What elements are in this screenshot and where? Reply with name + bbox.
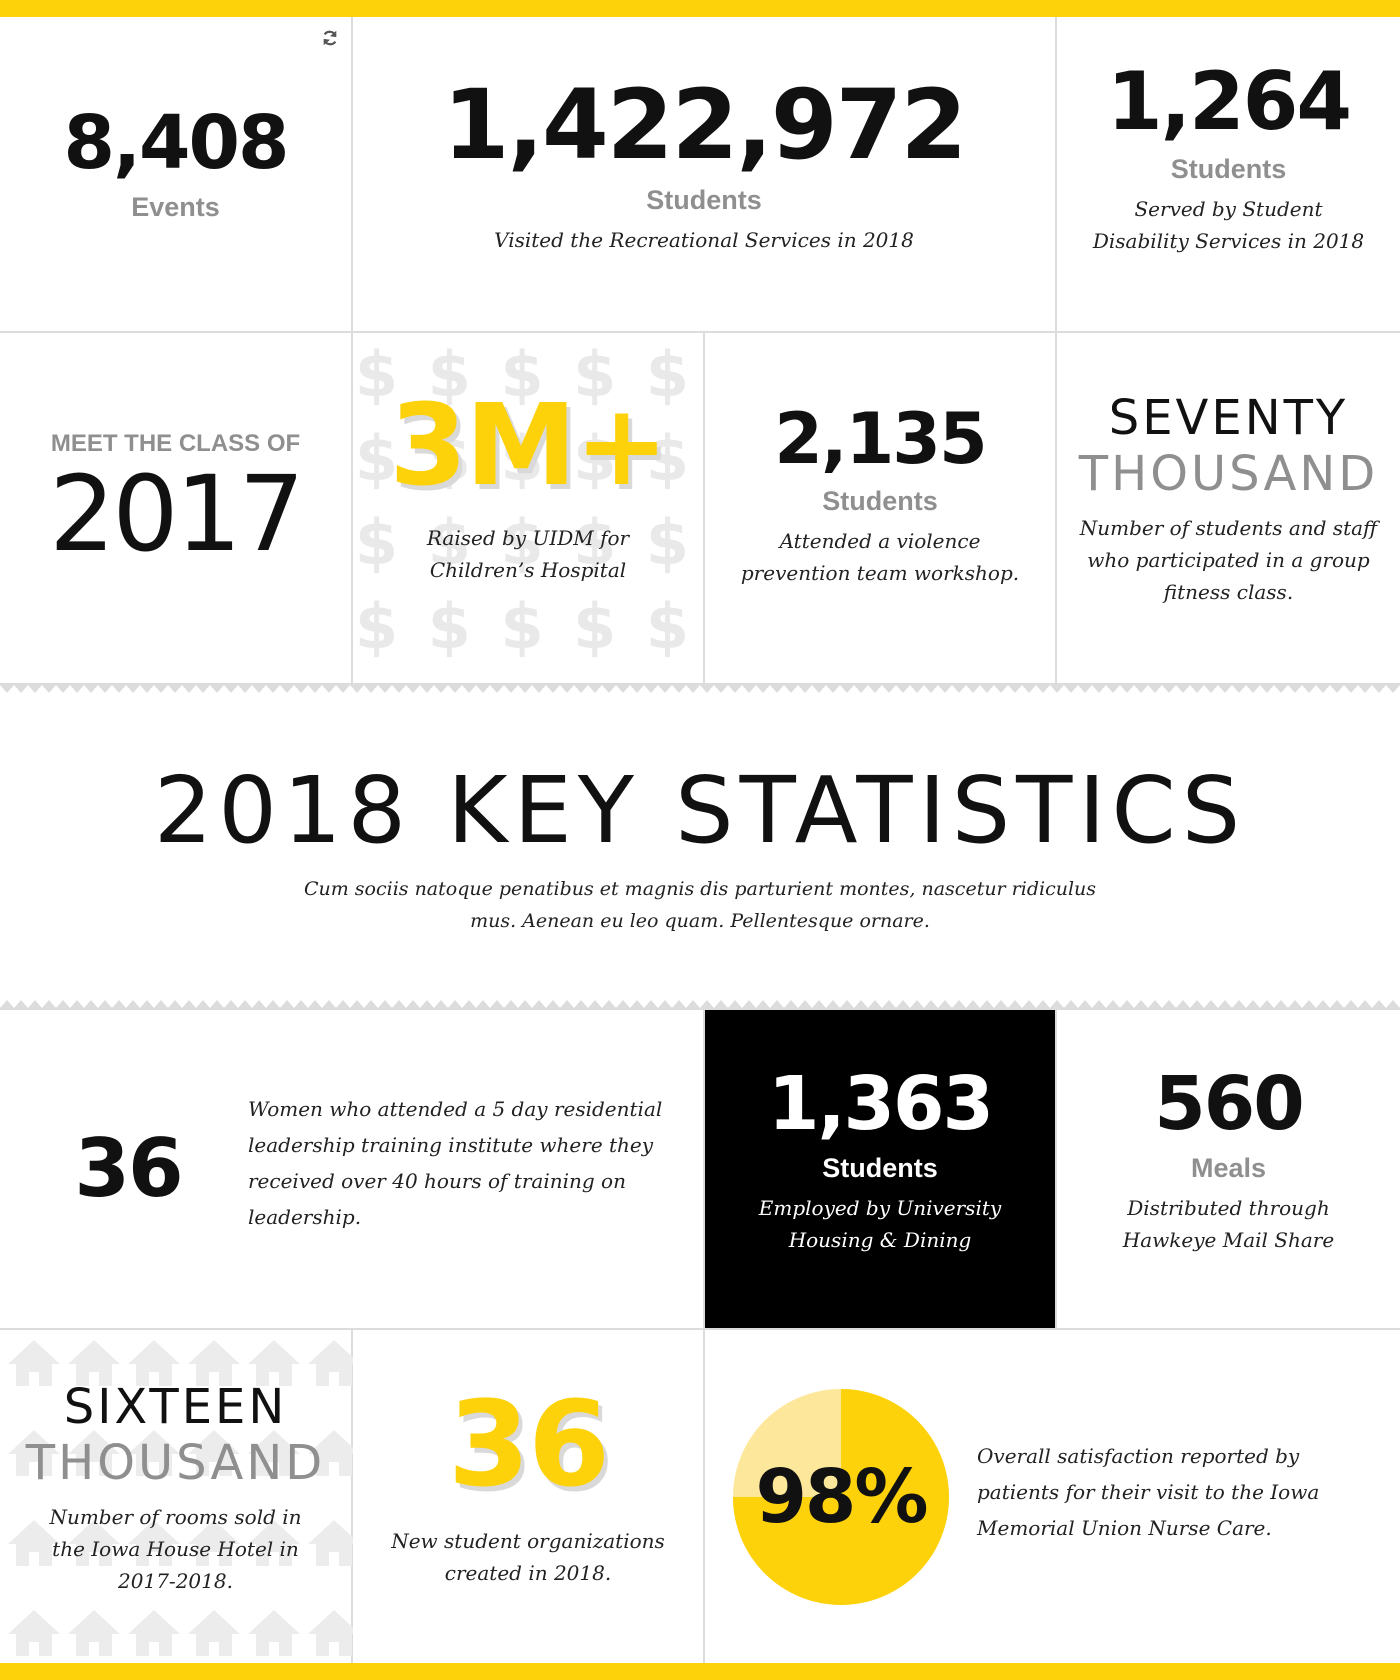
- satisfaction-pie: 98%: [731, 1387, 951, 1607]
- recreation-stat: 1,422,972 Students Visited the Recreatio…: [353, 17, 1057, 331]
- class-of-year: 2017: [49, 453, 305, 575]
- events-value: 8,408: [63, 99, 289, 186]
- zigzag-divider-bottom: [0, 996, 1400, 1008]
- class-of-stat: MEET THE CLASS OF 2017: [0, 333, 353, 683]
- zigzag-divider-top: [0, 685, 1400, 697]
- stats-row-4: SIXTEEN THOUSAND Number of rooms sold in…: [0, 1330, 1400, 1663]
- violence-unit: Students: [822, 485, 938, 516]
- stats-row-2: MEET THE CLASS OF 2017 $ $ $ $ $ $ $ $ $…: [0, 333, 1400, 685]
- refresh-icon[interactable]: [321, 29, 339, 47]
- violence-stat: 2,135 Students Attended a violence preve…: [705, 333, 1057, 683]
- nurse-desc: Overall satisfaction reported by patient…: [977, 1443, 1320, 1540]
- nurse-stat: 98% Overall satisfaction reported by pat…: [705, 1330, 1400, 1663]
- nurse-value: 98%: [755, 1453, 928, 1540]
- key-statistics-section: 2018 KEY STATISTICS Cum sociis natoque p…: [0, 685, 1400, 1008]
- uidm-value: 3M+: [389, 381, 668, 511]
- meals-desc: Distributed through Hawkeye Mail Share: [1122, 1195, 1335, 1252]
- fitness-desc: Number of students and staff who partici…: [1079, 516, 1378, 604]
- orgs-desc: New student organizations created in 201…: [391, 1528, 665, 1585]
- events-stat: 8,408 Events: [0, 17, 353, 331]
- meals-value: 560: [1154, 1060, 1304, 1147]
- disability-unit: Students: [1170, 153, 1287, 184]
- bottom-accent-bar: [0, 1663, 1400, 1680]
- stats-row-3: 36 Women who attended a 5 day residentia…: [0, 1008, 1400, 1330]
- dollar-sign-pattern: $ $ $ $ $ $ $ $ $ $ $ $ $ $ $ $ $ $ $ $ …: [355, 338, 690, 683]
- orgs-stat: 36 New student organizations created in …: [353, 1330, 705, 1663]
- fitness-word-2: THOUSAND: [1078, 446, 1379, 502]
- recreation-unit: Students: [646, 184, 762, 215]
- class-of-label: MEET THE CLASS OF: [50, 430, 301, 457]
- meals-stat: 560 Meals Distributed through Hawkeye Ma…: [1057, 1010, 1400, 1328]
- events-unit: Events: [131, 191, 220, 222]
- disability-stat: 1,264 Students Served by Student Disabil…: [1057, 17, 1400, 331]
- housing-value: 1,363: [767, 1060, 994, 1147]
- fitness-word-1: SEVENTY: [1108, 390, 1349, 446]
- violence-value: 2,135: [774, 397, 987, 480]
- disability-desc: Served by Student Disability Services in…: [1092, 196, 1365, 253]
- top-accent-bar: [0, 0, 1400, 17]
- rooms-word-2: THOUSAND: [25, 1434, 326, 1491]
- uidm-desc: Raised by UIDM for Children’s Hospital: [426, 526, 630, 582]
- women-desc: Women who attended a 5 day residential l…: [248, 1097, 663, 1229]
- housing-desc: Employed by University Housing & Dining: [758, 1195, 1002, 1252]
- recreation-value: 1,422,972: [442, 68, 968, 181]
- key-statistics-title: 2018 KEY STATISTICS: [153, 757, 1247, 864]
- stats-row-1: 8,408 Events 1,422,972 Students Visited …: [0, 17, 1400, 333]
- recreation-desc: Visited the Recreational Services in 201…: [494, 227, 914, 252]
- women-stat: 36 Women who attended a 5 day residentia…: [0, 1010, 705, 1328]
- meals-unit: Meals: [1190, 1152, 1267, 1183]
- women-value: 36: [74, 1122, 183, 1215]
- satisfaction-pie-chart: [733, 1388, 949, 1605]
- house-icon-pattern: [0, 1330, 353, 1663]
- fitness-stat: SEVENTY THOUSAND Number of students and …: [1057, 333, 1400, 683]
- disability-value: 1,264: [1106, 54, 1352, 148]
- key-statistics-subtitle: Cum sociis natoque penatibus et magnis d…: [303, 878, 1097, 932]
- rooms-stat: SIXTEEN THOUSAND Number of rooms sold in…: [0, 1330, 353, 1663]
- housing-stat: 1,363 Students Employed by University Ho…: [705, 1010, 1057, 1328]
- violence-desc: Attended a violence prevention team work…: [740, 528, 1020, 585]
- orgs-value: 36: [447, 1374, 610, 1513]
- uidm-stat: $ $ $ $ $ $ $ $ $ $ $ $ $ $ $ $ $ $ $ $ …: [353, 333, 705, 683]
- rooms-desc: Number of rooms sold in the Iowa House H…: [49, 1504, 302, 1593]
- pie-slice-satisfied: [733, 1388, 949, 1605]
- housing-unit: Students: [822, 1152, 938, 1183]
- rooms-word-1: SIXTEEN: [63, 1378, 288, 1435]
